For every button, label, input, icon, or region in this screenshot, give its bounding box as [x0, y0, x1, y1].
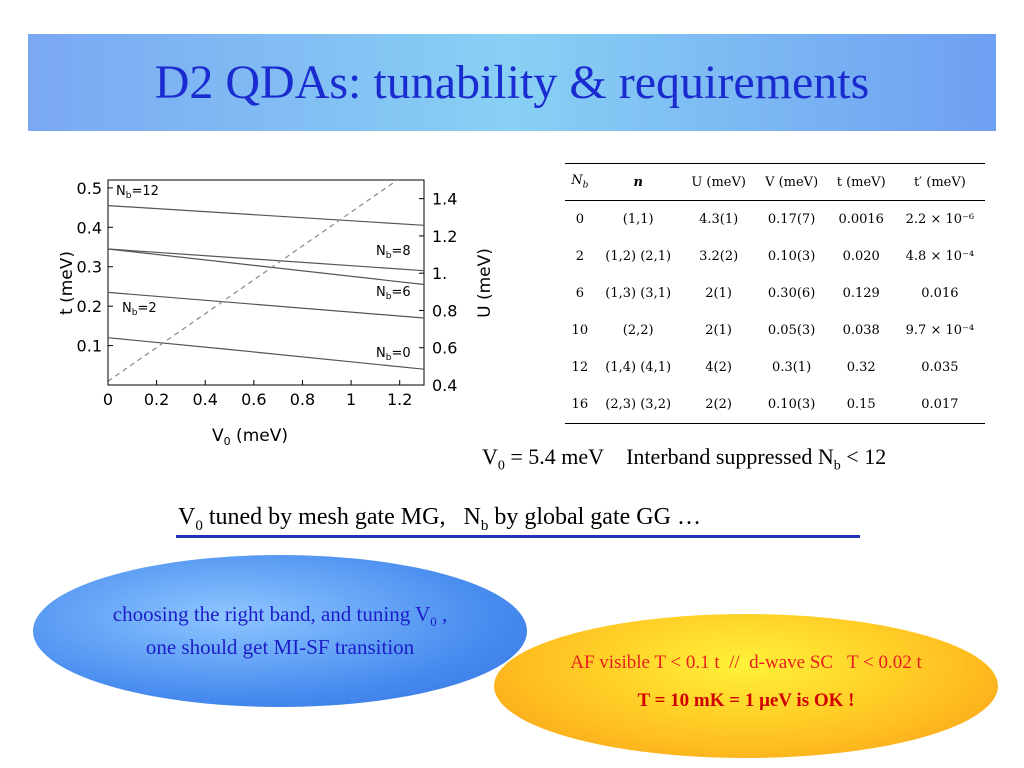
- table-row: 16 (2,3) (3,2) 2(2) 0.10(3) 0.15 0.017: [565, 386, 985, 424]
- ticks-layer: 0 0.2 0.4 0.6 0.8 1 1.2 0.1 0.2 0.3 0.4 0.5 0.4 0.6 0.…: [77, 179, 458, 409]
- series-label-nb2: Nb=2: [122, 301, 157, 318]
- table-cell: 4.3(1): [699, 212, 739, 227]
- table-row: 6 (1,3) (3,1) 2(1) 0.30(6) 0.129 0.016: [565, 275, 985, 312]
- col-header-tprime: t′ (meV): [894, 163, 985, 201]
- table-cell: 0.038: [842, 323, 880, 338]
- x-tick-label: 0.2: [144, 390, 169, 409]
- table-cell: 0.15: [827, 386, 895, 424]
- table-cell: 9.7 × 10⁻⁴: [905, 323, 975, 338]
- table-cell: 4.8 × 10⁻⁴: [905, 249, 975, 264]
- col-header-nb: Nb: [565, 163, 595, 201]
- x-tick-label: 1.2: [387, 390, 412, 409]
- temperature-line2: T = 10 mK = 1 μeV is OK !: [637, 690, 855, 711]
- table-row: 0 (1,1) 4.3(1) 0.17(7) 0.0016 2.2 × 10⁻⁶: [565, 201, 985, 239]
- table-cell: (1,2) (2,1): [605, 249, 672, 264]
- table-cell: (2,2): [622, 323, 654, 338]
- table-row: 2 (1,2) (2,1) 3.2(2) 0.10(3) 0.020 4.8 × 10⁻⁴: [565, 238, 985, 275]
- y-right-axis-label: U (meV): [475, 248, 495, 318]
- table-cell: 0.3(1): [772, 360, 812, 375]
- table-cell: (1,4) (4,1): [605, 360, 672, 375]
- y-left-tick-label: 0.3: [77, 258, 102, 277]
- y-left-tick-label: 0.4: [77, 218, 102, 237]
- table-cell: 2(1): [705, 323, 732, 338]
- table-cell: 0.10(3): [767, 249, 816, 264]
- table-cell: 0.10(3): [755, 386, 828, 424]
- band-choice-line2: one should get MI-SF transition: [145, 634, 415, 659]
- table-body: 0 (1,1) 4.3(1) 0.17(7) 0.0016 2.2 × 10⁻⁶ 2 (1,2…: [565, 201, 985, 424]
- series-line-nb6: [108, 248, 424, 286]
- series-label-nb0: Nb=0: [376, 346, 411, 363]
- series-label-nb8: Nb=8: [376, 244, 411, 261]
- x-tick-label: 0.4: [193, 390, 218, 409]
- x-tick-label: 0: [103, 390, 113, 409]
- table-cell: 16: [565, 386, 595, 424]
- series-line-nb12: [108, 205, 424, 226]
- y-right-tick-label: 1.2: [432, 227, 457, 246]
- series-labels: Nb=12 Nb=8 Nb=6 Nb=2 Nb=0: [116, 184, 411, 363]
- y-right-tick-label: 1.: [432, 264, 447, 283]
- slide-title: D2 QDAs: tunability & requirements: [154, 56, 870, 109]
- table-cell: 0.0016: [838, 212, 884, 227]
- hopping-chart: 0 0.2 0.4 0.6 0.8 1 1.2 0.1 0.2 0.3 0.4 0.5 0.4 0.6 0.…: [60, 179, 495, 445]
- col-header-n: n: [594, 163, 682, 201]
- table-cell: 4(2): [705, 360, 732, 375]
- statement-underline: [176, 535, 860, 538]
- series-line-u-curve: [108, 180, 399, 382]
- table-cell: 0.020: [842, 249, 880, 264]
- table-cell: (2,3) (3,2): [594, 386, 682, 424]
- y-right-tick-label: 0.8: [432, 301, 457, 320]
- col-header-v: V (meV): [755, 163, 828, 201]
- table-row: 10 (2,2) 2(1) 0.05(3) 0.038 9.7 × 10⁻⁴: [565, 312, 985, 349]
- table-cell: 2(2): [681, 386, 756, 424]
- y-left-tick-label: 0.5: [77, 179, 102, 198]
- band-choice-line1: choosing the right band, and tuning V0 ,: [112, 601, 448, 630]
- y-left-tick-label: 0.1: [77, 337, 102, 356]
- plot-frame: [107, 179, 425, 386]
- table-cell: 0.17(7): [767, 212, 816, 227]
- table-cell: 0.017: [894, 386, 985, 424]
- band-choice-bubble: choosing the right band, and tuning V0 ,…: [33, 555, 527, 707]
- gate-tuning-statement: V0 tuned by mesh gate MG, Nb by global g…: [178, 504, 701, 534]
- table-cell: 12: [571, 360, 589, 375]
- table-cell: 0.035: [921, 360, 959, 375]
- x-tick-label: 0.8: [290, 390, 315, 409]
- col-header-t: t (meV): [827, 163, 895, 201]
- table-header-row: Nb n U (meV) V (meV) t (meV) t′ (meV): [565, 163, 985, 201]
- table-row: 12 (1,4) (4,1) 4(2) 0.3(1) 0.32 0.035: [565, 349, 985, 386]
- table-cell: 2.2 × 10⁻⁶: [905, 212, 975, 227]
- table-cell: 0.32: [846, 360, 876, 375]
- col-header-u: U (meV): [681, 163, 756, 201]
- x-axis-label: V0 (meV): [212, 426, 288, 445]
- table-cell: 0.129: [842, 286, 880, 301]
- temperature-bubble: AF visible T < 0.1 t // d-wave SC T < 0.…: [494, 614, 998, 758]
- series-line-nb0: [108, 337, 424, 370]
- temperature-line1: AF visible T < 0.1 t // d-wave SC T < 0.…: [570, 652, 922, 673]
- table-cell: 10: [571, 323, 589, 338]
- y-right-tick-label: 0.6: [432, 339, 457, 358]
- table-cell: 0.05(3): [767, 323, 816, 338]
- parameters-table: Nb n U (meV) V (meV) t (meV) t′ (meV) 0 (…: [565, 163, 985, 424]
- v0-note: V0 = 5.4 meV Interband suppressed Nb < 1…: [482, 444, 887, 474]
- table-cell: 0.30(6): [767, 286, 816, 301]
- y-right-tick-label: 1.4: [432, 190, 457, 209]
- table-cell: 6: [575, 286, 584, 301]
- table-cell: 2: [575, 249, 584, 264]
- x-tick-label: 0.6: [241, 390, 266, 409]
- table-cell: (1,3) (3,1): [605, 286, 672, 301]
- table-cell: (1,1): [622, 212, 654, 227]
- series-label-nb6: Nb=6: [376, 285, 411, 302]
- series-label-nb12: Nb=12: [116, 184, 159, 201]
- table-cell: 3.2(2): [699, 249, 739, 264]
- title-bar: D2 QDAs: tunability & requirements: [28, 34, 996, 131]
- table-cell: 0: [575, 212, 584, 227]
- x-tick-label: 1: [346, 390, 356, 409]
- series-line-nb2: [108, 291, 424, 319]
- series-layer: [108, 180, 424, 382]
- y-left-axis-label: t (meV): [60, 251, 77, 315]
- y-left-tick-label: 0.2: [77, 297, 102, 316]
- table-cell: 2(1): [705, 286, 732, 301]
- table-cell: 0.016: [921, 286, 959, 301]
- series-line-nb8: [108, 248, 424, 272]
- y-right-tick-label: 0.4: [432, 376, 457, 395]
